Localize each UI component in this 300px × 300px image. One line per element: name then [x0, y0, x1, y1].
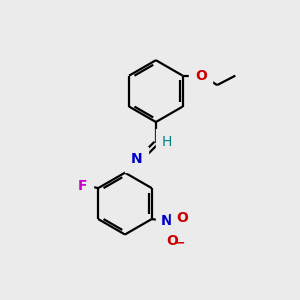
Text: H: H — [162, 135, 172, 149]
Text: N: N — [161, 214, 173, 227]
Text: +: + — [168, 210, 177, 220]
Text: −: − — [175, 237, 186, 250]
Text: F: F — [78, 179, 88, 193]
Text: N: N — [131, 152, 142, 167]
Text: O: O — [167, 233, 178, 248]
Text: O: O — [195, 69, 207, 83]
Text: O: O — [176, 211, 188, 225]
